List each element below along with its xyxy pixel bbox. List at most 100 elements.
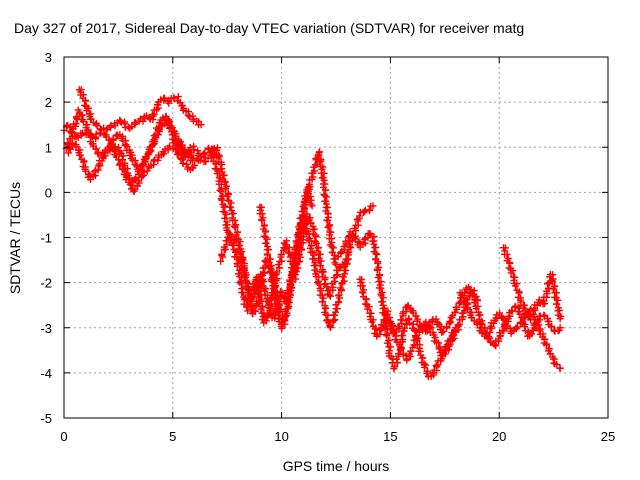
data-point	[170, 94, 178, 102]
data-point	[373, 266, 381, 274]
data-point	[389, 322, 397, 330]
data-point	[217, 187, 225, 195]
data-point	[329, 283, 337, 291]
data-point	[119, 152, 127, 160]
data-point	[109, 135, 117, 143]
data-point	[146, 145, 154, 153]
data-point	[371, 244, 379, 252]
data-point	[281, 317, 289, 325]
data-point	[79, 129, 87, 137]
x-tick-label: 5	[169, 429, 176, 444]
data-point	[221, 214, 229, 222]
data-point	[229, 241, 237, 249]
x-tick-label: 0	[60, 429, 67, 444]
data-point	[526, 312, 534, 320]
data-point	[307, 219, 315, 227]
data-point	[336, 284, 344, 292]
data-point	[136, 165, 144, 173]
data-point	[377, 278, 385, 286]
data-point	[317, 257, 325, 265]
data-point	[506, 259, 514, 267]
data-point	[311, 238, 319, 246]
data-point	[503, 250, 511, 258]
data-point	[218, 196, 226, 204]
data-point	[309, 255, 317, 263]
data-point	[343, 259, 351, 267]
data-point	[345, 248, 353, 256]
data-point	[228, 233, 236, 241]
series-trace-1	[60, 93, 205, 143]
data-point	[222, 237, 230, 245]
data-point	[161, 94, 168, 102]
data-point	[544, 317, 552, 325]
data-point	[554, 296, 562, 304]
series-trace-13	[500, 244, 565, 324]
data-point	[312, 239, 320, 247]
data-point	[439, 327, 447, 335]
data-point	[528, 330, 536, 338]
data-point	[332, 261, 340, 269]
data-point	[218, 250, 226, 258]
data-point	[391, 363, 399, 371]
data-point	[274, 261, 282, 269]
data-point	[238, 289, 246, 297]
data-point	[446, 318, 454, 326]
data-point	[323, 193, 331, 201]
data-point	[270, 284, 278, 292]
data-point	[83, 126, 91, 134]
data-point	[420, 363, 428, 371]
data-point	[277, 250, 285, 258]
data-point	[511, 273, 519, 281]
data-point	[283, 237, 291, 245]
y-tick-label: 1	[45, 140, 52, 155]
data-point	[212, 160, 220, 168]
data-point	[517, 319, 525, 327]
data-point	[334, 271, 342, 279]
data-point	[393, 328, 401, 336]
data-point	[315, 151, 323, 159]
data-point	[68, 129, 76, 137]
data-point	[397, 316, 405, 324]
data-point	[231, 223, 239, 231]
tick-marks	[63, 56, 609, 419]
data-point	[273, 307, 281, 315]
data-point	[221, 202, 229, 210]
data-point	[294, 248, 302, 256]
data-point	[470, 299, 478, 307]
data-point	[403, 356, 411, 364]
data-point	[90, 168, 98, 176]
data-point	[175, 139, 183, 147]
data-point	[114, 144, 122, 152]
data-point	[335, 298, 343, 306]
y-tick-label: 3	[45, 50, 52, 65]
data-point	[366, 231, 374, 239]
data-point	[217, 257, 225, 265]
data-point	[463, 299, 471, 307]
data-point	[535, 327, 543, 335]
data-point	[267, 269, 275, 277]
data-point	[369, 202, 377, 210]
data-point	[521, 323, 529, 331]
data-point	[68, 139, 76, 147]
data-point	[224, 228, 232, 236]
data-point	[276, 311, 284, 319]
data-point	[288, 264, 296, 272]
data-point	[323, 282, 331, 290]
data-point	[553, 361, 561, 369]
data-point	[379, 294, 387, 302]
data-point	[513, 323, 521, 331]
data-point	[315, 280, 323, 288]
data-point	[340, 277, 348, 285]
data-point	[386, 314, 394, 322]
data-point	[222, 210, 230, 218]
data-point	[235, 241, 243, 249]
data-point	[303, 210, 311, 218]
data-point	[365, 206, 373, 214]
data-point	[393, 359, 401, 367]
data-point	[216, 186, 224, 194]
data-point	[374, 274, 382, 282]
data-point	[435, 345, 443, 353]
data-point	[304, 236, 312, 244]
data-point	[244, 307, 252, 315]
